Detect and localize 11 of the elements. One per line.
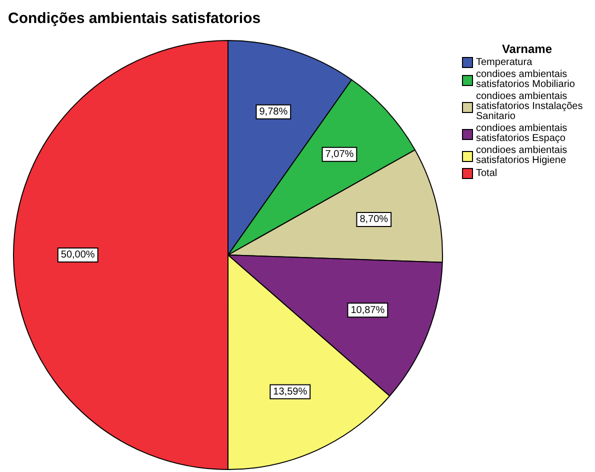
legend-label: condioes ambientais satisfatorios Higiene — [476, 145, 568, 166]
legend-title: Varname — [500, 42, 554, 56]
data-label: 7,07% — [325, 149, 354, 160]
data-label: 9,78% — [259, 106, 288, 118]
data-label: 10,87% — [350, 304, 385, 316]
legend-label: Total — [476, 168, 498, 178]
data-label: 8,70% — [360, 214, 388, 226]
data-label: 50,00% — [60, 250, 95, 261]
legend-label: Temperatura — [476, 56, 532, 68]
chart-title: Condições ambientais satisfatorios — [8, 10, 261, 27]
data-label: 13,59% — [273, 386, 308, 398]
